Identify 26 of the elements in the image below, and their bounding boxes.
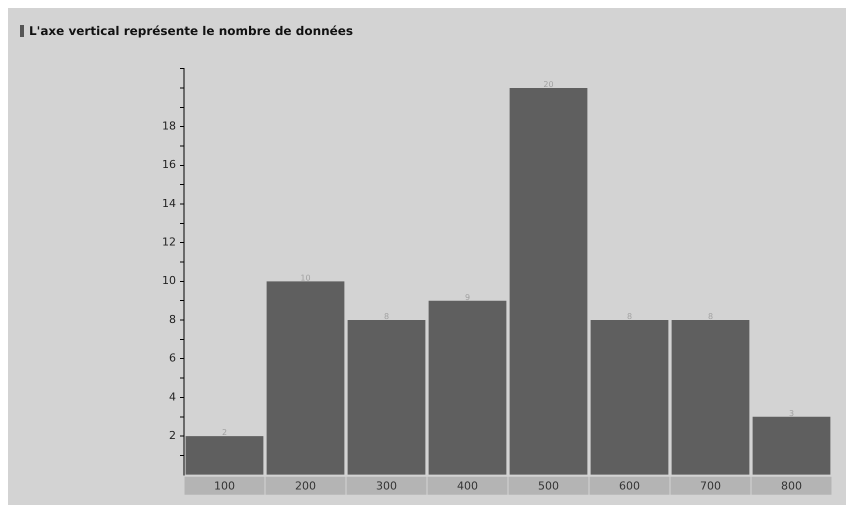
bar — [672, 320, 750, 475]
x-tick-label: 100 — [214, 479, 235, 492]
y-tick-label: 10 — [162, 274, 176, 288]
y-tick-label: 16 — [162, 158, 176, 172]
chart-title: L'axe vertical représente le nombre de données — [29, 24, 354, 38]
bar — [428, 300, 506, 475]
y-tick-label: 18 — [162, 119, 176, 132]
bar — [510, 88, 588, 475]
y-tick-label: 14 — [162, 196, 176, 210]
x-tick-label: 800 — [781, 479, 802, 492]
bar — [266, 281, 344, 475]
x-tick-label: 200 — [295, 479, 316, 492]
y-tick-label: 12 — [162, 236, 176, 249]
y-tick-label: 8 — [168, 312, 176, 326]
y-tick-label: 2 — [168, 428, 176, 442]
bar — [752, 416, 830, 475]
x-tick-label: 300 — [376, 479, 397, 492]
x-tick-label: 500 — [538, 479, 559, 492]
bar — [348, 320, 426, 475]
x-tick-label: 700 — [700, 479, 721, 492]
y-tick-label: 4 — [168, 390, 176, 404]
y-tick-label: 6 — [168, 352, 176, 365]
bar — [590, 320, 668, 475]
x-tick-label: 400 — [457, 479, 478, 492]
bar — [186, 436, 264, 475]
x-tick-label: 600 — [619, 479, 640, 492]
